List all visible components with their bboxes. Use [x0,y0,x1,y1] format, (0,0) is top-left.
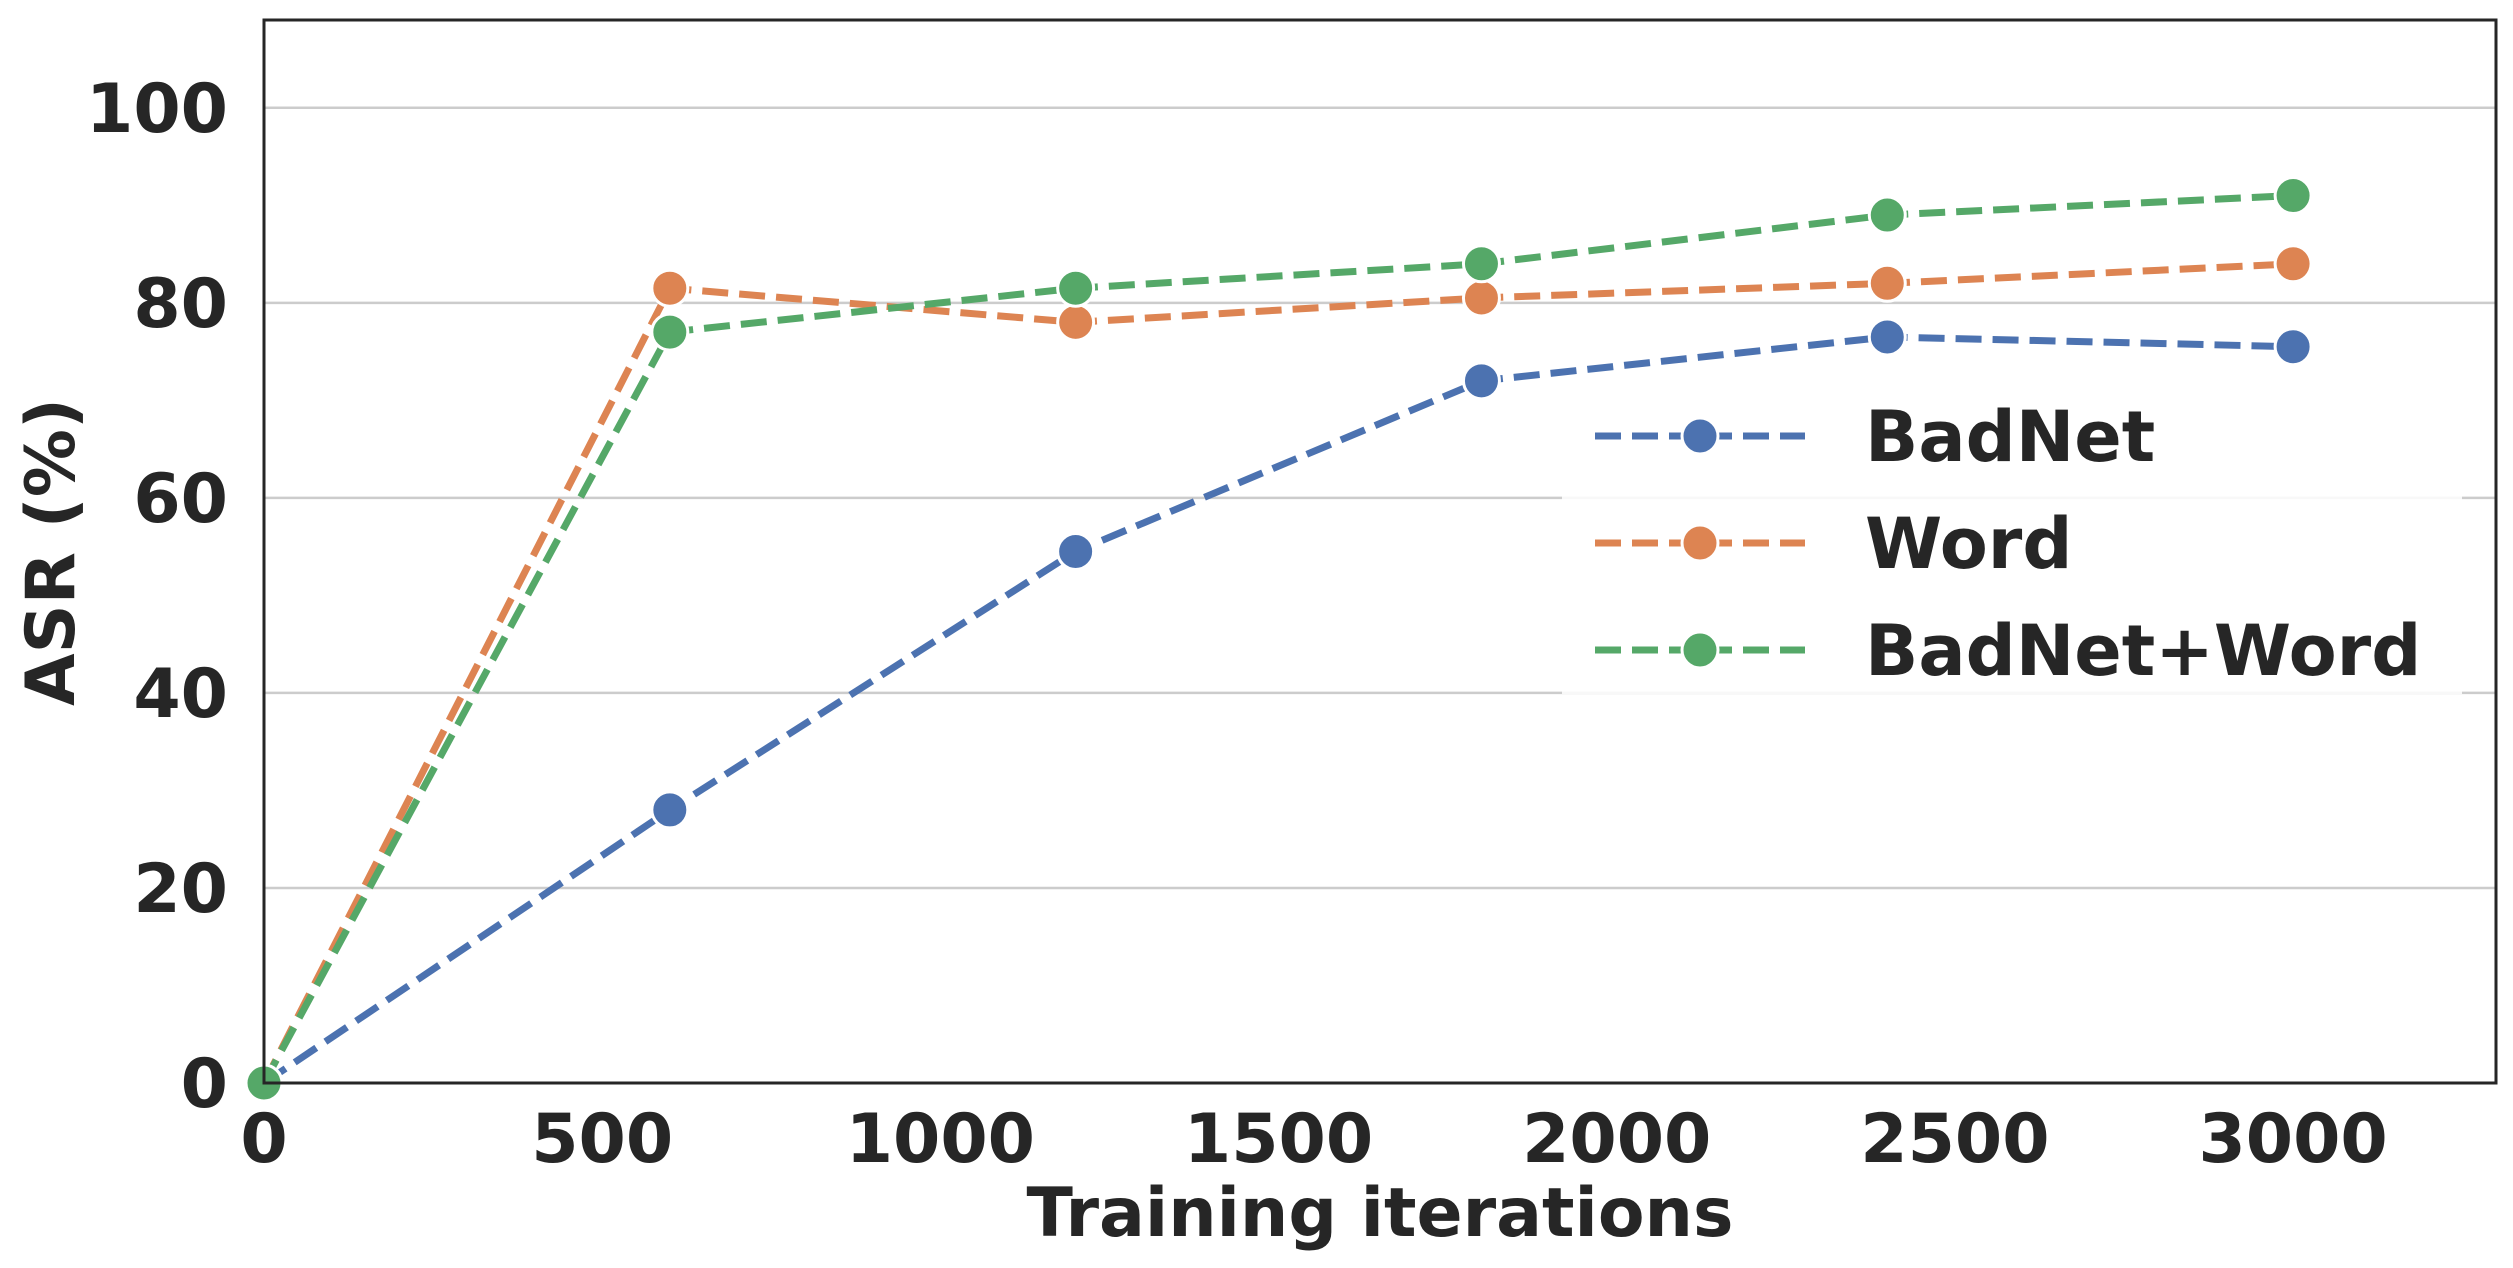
data-point [1461,244,1501,284]
y-tick-label: 80 [133,265,228,344]
y-tick-label: 20 [133,850,228,929]
x-tick-label: 2000 [1522,1100,1711,1179]
x-tick-label: 0 [240,1100,287,1179]
x-tick-label: 2500 [1860,1100,2049,1179]
data-point [2273,244,2313,284]
legend-marker [1680,416,1720,456]
legend-marker [1680,630,1720,670]
y-tick-label: 60 [133,460,228,539]
data-point [2273,327,2313,367]
series-line [260,260,2294,1085]
legend-label: Word [1865,503,2072,585]
y-axis-title: ASR (%) [12,398,91,706]
plot-frame [262,18,2498,1085]
series-line [260,192,2294,1085]
data-point [650,790,690,830]
legend-marker [1680,523,1720,563]
legend-label: BadNet [1865,396,2155,478]
data-point [1867,263,1907,303]
y-tick-label: 0 [181,1045,228,1124]
series-layer [244,176,2313,1103]
data-point [1056,532,1096,571]
data-point [1056,268,1096,308]
x-tick-label: 1500 [1184,1100,1373,1179]
data-point [1461,278,1501,318]
data-point [1461,361,1501,401]
x-tick-label: 500 [531,1100,673,1179]
data-point [1056,302,1096,342]
x-axis-title: Training iterations [1027,1174,1734,1253]
x-tick-label: 1000 [846,1100,1035,1179]
data-point [2273,176,2313,216]
series-line [262,333,2294,1086]
data-point [1867,195,1907,235]
data-point [1867,317,1907,357]
data-point [650,268,690,308]
x-tick-label: 3000 [2198,1100,2387,1179]
y-tick-label: 100 [86,70,228,149]
data-point [650,312,690,352]
y-tick-label: 40 [133,655,228,734]
legend-label: BadNet+Word [1865,610,2421,692]
legend: BadNet Word BadNet+Word [1562,392,2462,694]
